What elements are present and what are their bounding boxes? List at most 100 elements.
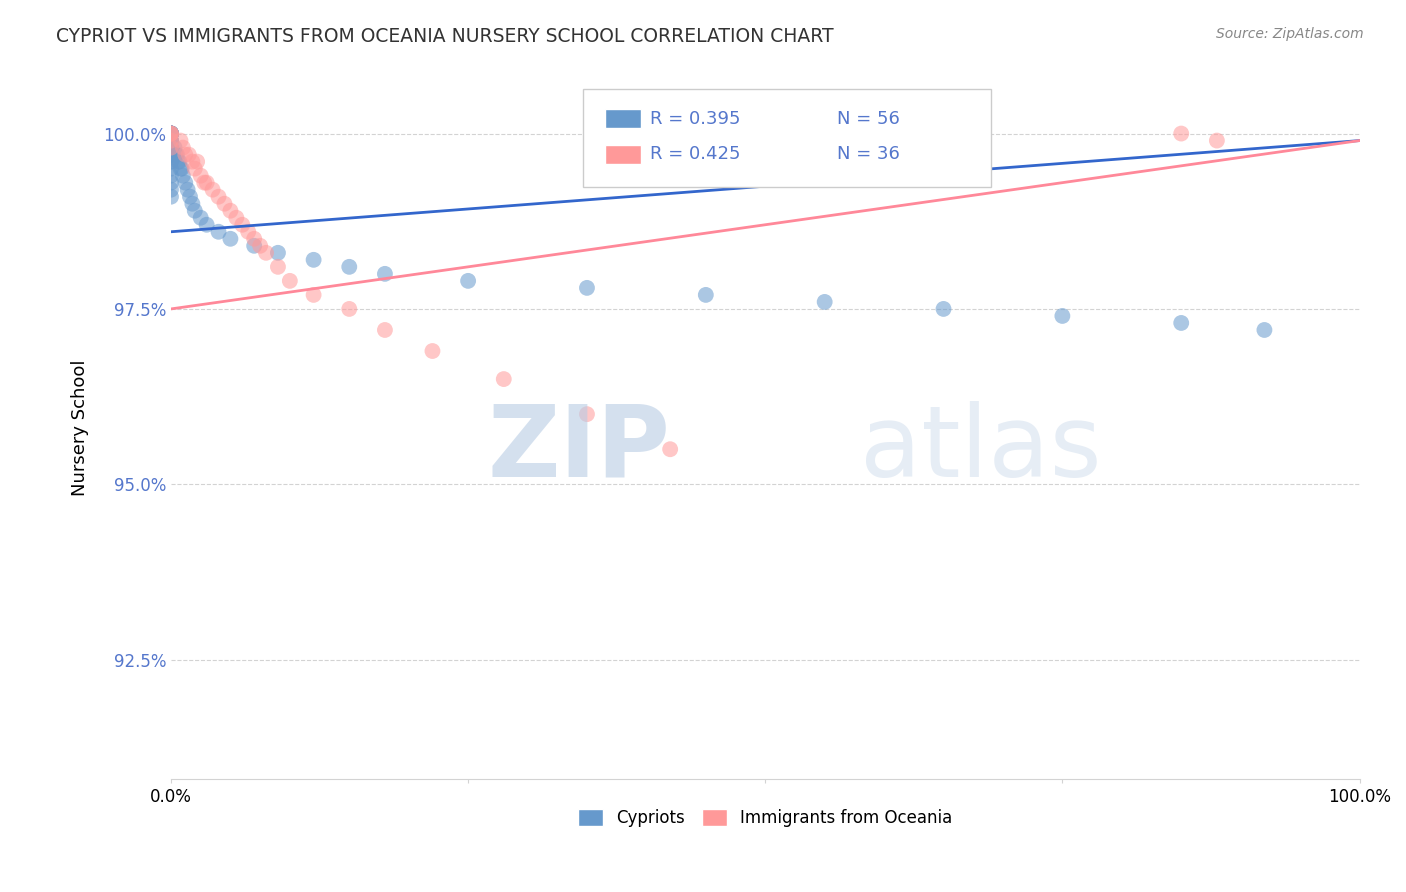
Point xyxy=(190,169,212,183)
Point xyxy=(176,183,198,197)
Point xyxy=(249,239,271,253)
Point xyxy=(1170,316,1192,330)
Point xyxy=(193,176,215,190)
Point xyxy=(243,239,266,253)
Point xyxy=(238,225,260,239)
Point xyxy=(214,196,236,211)
Point xyxy=(160,127,183,141)
Point xyxy=(174,176,197,190)
Point xyxy=(181,154,204,169)
Point xyxy=(195,218,218,232)
Point xyxy=(160,140,183,154)
Point xyxy=(160,134,183,148)
Point xyxy=(160,127,183,141)
Point xyxy=(160,169,183,183)
Point xyxy=(225,211,247,225)
Point xyxy=(166,147,188,161)
Point xyxy=(181,196,204,211)
Point xyxy=(267,260,290,274)
Point xyxy=(160,127,183,141)
Point xyxy=(278,274,301,288)
Y-axis label: Nursery School: Nursery School xyxy=(72,360,89,497)
Text: ZIP: ZIP xyxy=(488,401,671,498)
Text: R = 0.425: R = 0.425 xyxy=(650,145,740,163)
Point xyxy=(219,203,242,218)
Point xyxy=(254,245,277,260)
Point xyxy=(160,140,183,154)
Point xyxy=(169,154,191,169)
Point xyxy=(243,232,266,246)
Point xyxy=(207,190,229,204)
Point xyxy=(160,190,183,204)
Point xyxy=(160,127,183,141)
Legend: Cypriots, Immigrants from Oceania: Cypriots, Immigrants from Oceania xyxy=(571,802,959,834)
Point xyxy=(160,134,183,148)
Point xyxy=(1253,323,1275,337)
Point xyxy=(160,127,183,141)
Point xyxy=(160,127,183,141)
Point xyxy=(492,372,515,386)
Point xyxy=(695,288,717,302)
Text: Source: ZipAtlas.com: Source: ZipAtlas.com xyxy=(1216,27,1364,41)
Point xyxy=(337,301,360,316)
Text: N = 36: N = 36 xyxy=(837,145,900,163)
Point xyxy=(170,161,193,176)
Point xyxy=(184,161,207,176)
Point xyxy=(172,140,194,154)
Point xyxy=(160,147,183,161)
Point xyxy=(231,218,253,232)
Point xyxy=(659,442,682,457)
Point xyxy=(167,154,190,169)
Point xyxy=(160,127,183,141)
Point xyxy=(195,176,218,190)
Point xyxy=(160,154,183,169)
Text: N = 56: N = 56 xyxy=(837,110,900,128)
Point xyxy=(337,260,360,274)
Point xyxy=(207,225,229,239)
Point xyxy=(160,140,183,154)
Point xyxy=(814,294,837,309)
Point xyxy=(160,154,183,169)
Point xyxy=(267,245,290,260)
Point xyxy=(1052,309,1074,323)
Point xyxy=(160,183,183,197)
Point xyxy=(190,211,212,225)
Point xyxy=(160,134,183,148)
Point xyxy=(160,127,183,141)
Point xyxy=(177,147,200,161)
Point xyxy=(201,183,224,197)
Point xyxy=(160,127,183,141)
Point xyxy=(1205,134,1227,148)
Point xyxy=(302,288,325,302)
Point xyxy=(163,140,186,154)
Point xyxy=(575,407,598,421)
Point xyxy=(160,127,183,141)
Point xyxy=(302,252,325,267)
Point xyxy=(160,161,183,176)
Point xyxy=(160,127,183,141)
Point xyxy=(160,147,183,161)
Point xyxy=(172,169,194,183)
Text: R = 0.395: R = 0.395 xyxy=(650,110,740,128)
Point xyxy=(186,154,208,169)
Point xyxy=(165,147,187,161)
Point xyxy=(374,267,396,281)
Point xyxy=(457,274,479,288)
Point xyxy=(174,147,197,161)
Point xyxy=(219,232,242,246)
Point xyxy=(169,134,191,148)
Point xyxy=(575,281,598,295)
Point xyxy=(179,190,201,204)
Text: atlas: atlas xyxy=(860,401,1102,498)
Point xyxy=(422,344,444,359)
Point xyxy=(160,147,183,161)
Point xyxy=(374,323,396,337)
Point xyxy=(169,161,191,176)
Point xyxy=(160,134,183,148)
Point xyxy=(932,301,955,316)
Point xyxy=(160,176,183,190)
Point xyxy=(160,140,183,154)
Point xyxy=(1170,127,1192,141)
Point xyxy=(160,127,183,141)
Point xyxy=(184,203,207,218)
